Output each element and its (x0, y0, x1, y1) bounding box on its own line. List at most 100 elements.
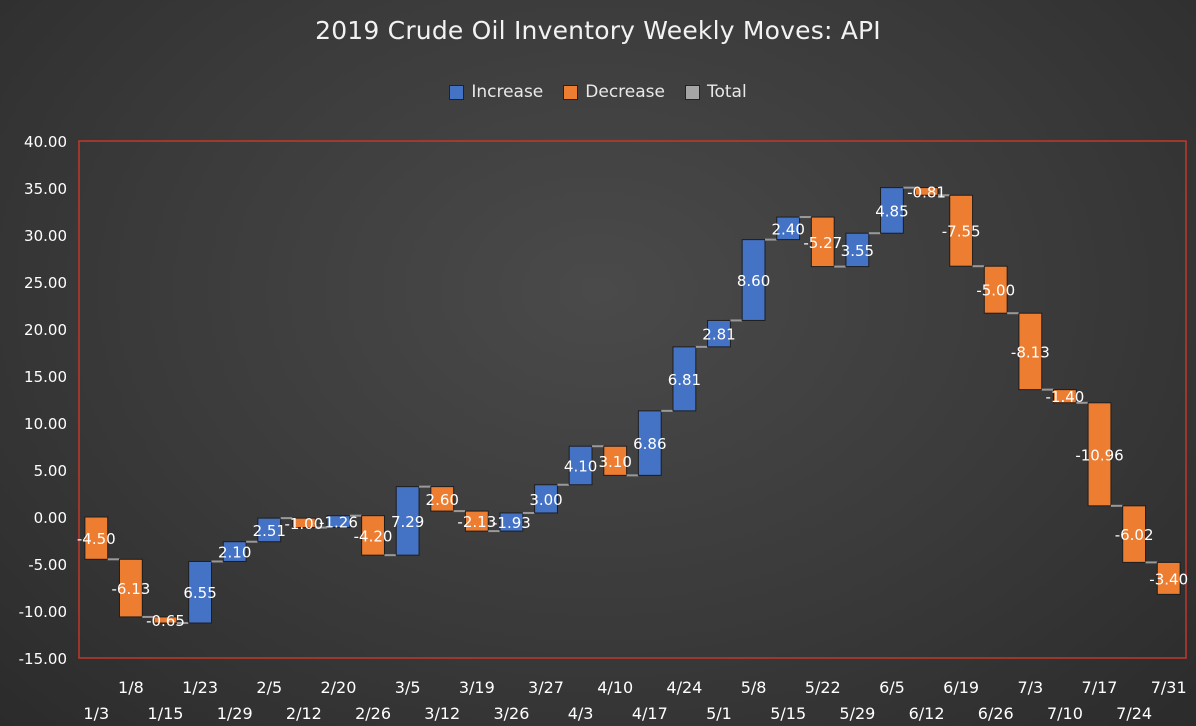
waterfall-bar (395, 486, 420, 556)
y-tick-label: -5.00 (28, 556, 67, 574)
waterfall-bar (499, 512, 524, 532)
y-tick-label: 0.00 (34, 509, 67, 527)
x-category-label: 6/5 (879, 678, 905, 697)
waterfall-bar (84, 516, 109, 560)
x-category-label: 5/1 (706, 704, 732, 723)
x-category-label: 2/12 (286, 704, 322, 723)
data-label: -3.40 (1149, 570, 1188, 588)
data-label: 2.60 (426, 491, 459, 509)
waterfall-bar (672, 346, 697, 412)
data-label: -2.13 (457, 513, 496, 531)
legend-swatch-total (684, 84, 700, 100)
x-category-label: 4/17 (632, 704, 668, 723)
data-label: -0.81 (907, 183, 946, 201)
waterfall-bar (880, 187, 904, 234)
waterfall-bar (603, 445, 628, 476)
waterfall-bar (776, 216, 801, 241)
waterfall-bar (188, 560, 212, 624)
data-label: -1.26 (319, 514, 358, 532)
waterfall-bar (326, 515, 351, 529)
plot-area-border (78, 140, 1187, 659)
waterfall-bar (741, 239, 766, 321)
legend-swatch-decrease (563, 84, 579, 100)
y-tick-label: 30.00 (24, 227, 67, 245)
x-category-label: 1/29 (217, 704, 253, 723)
x-category-label: 2/26 (355, 704, 391, 723)
data-label: 6.86 (633, 435, 666, 453)
data-label: 4.10 (564, 457, 597, 475)
data-label: 3.10 (599, 453, 632, 471)
waterfall-bar (153, 616, 178, 624)
waterfall-bar (983, 265, 1008, 314)
x-category-label: 1/23 (182, 678, 218, 697)
data-label: 2.81 (702, 326, 735, 344)
x-category-label: 5/29 (839, 704, 875, 723)
waterfall-bar (637, 410, 662, 476)
legend-label-decrease: Decrease (585, 82, 665, 102)
data-label: -1.93 (492, 514, 531, 532)
x-category-label: 3/12 (424, 704, 460, 723)
x-category-label: 5/8 (741, 678, 767, 697)
waterfall-bar (222, 541, 247, 562)
legend: Increase Decrease Total (0, 82, 1196, 102)
y-tick-label: 35.00 (24, 180, 67, 198)
x-category-label: 3/19 (459, 678, 495, 697)
waterfall-bar (464, 510, 489, 532)
waterfall-bar (845, 232, 870, 268)
x-category-label: 4/24 (666, 678, 702, 697)
x-category-label: 2/5 (256, 678, 282, 697)
x-category-label: 4/3 (568, 704, 594, 723)
data-label: -7.55 (942, 223, 981, 241)
data-label: -5.27 (803, 234, 842, 252)
x-category-label: 7/17 (1082, 678, 1118, 697)
waterfall-bar (534, 484, 558, 514)
y-tick-label: -10.00 (19, 603, 67, 621)
x-category-label: 5/15 (770, 704, 806, 723)
waterfall-bar (949, 194, 974, 267)
x-category-label: 3/26 (493, 704, 529, 723)
legend-label-total: Total (706, 82, 747, 102)
data-label: 7.29 (391, 513, 424, 531)
x-category-label: 7/24 (1116, 704, 1152, 723)
x-category-label: 4/10 (597, 678, 633, 697)
y-tick-label: -15.00 (19, 650, 67, 668)
waterfall-bar (707, 319, 731, 348)
data-label: -1.40 (1046, 388, 1085, 406)
legend-label-increase: Increase (471, 82, 544, 102)
data-label: 2.51 (253, 522, 286, 540)
waterfall-bar (1156, 561, 1181, 595)
waterfall-bar (430, 486, 455, 512)
waterfall-bar (810, 216, 835, 268)
waterfall-bar (291, 517, 316, 529)
waterfall-bar (914, 187, 939, 196)
y-tick-label: 15.00 (24, 368, 67, 386)
x-category-label: 2/20 (320, 678, 356, 697)
y-tick-label: 5.00 (34, 462, 67, 480)
waterfall-bar (257, 517, 282, 543)
y-tick-label: 10.00 (24, 415, 67, 433)
y-tick-label: 25.00 (24, 274, 67, 292)
data-label: -4.50 (77, 530, 116, 548)
waterfall-bar (1122, 505, 1147, 563)
legend-swatch-increase (449, 84, 465, 100)
waterfall-bar (361, 515, 385, 556)
y-tick-label: 20.00 (24, 321, 67, 339)
x-category-label: 1/3 (83, 704, 109, 723)
waterfall-bar (1018, 312, 1043, 391)
legend-item-total: Total (684, 82, 747, 102)
data-label: 3.00 (529, 491, 562, 509)
x-category-label: 6/12 (909, 704, 945, 723)
x-category-label: 7/10 (1047, 704, 1083, 723)
data-label: -6.13 (111, 580, 150, 598)
legend-item-decrease: Decrease (563, 82, 665, 102)
data-label: -4.20 (354, 527, 393, 545)
data-label: 3.55 (841, 242, 874, 260)
data-label: 6.55 (183, 584, 216, 602)
data-label: -6.02 (1115, 526, 1154, 544)
x-category-label: 3/5 (395, 678, 421, 697)
waterfall-bar (568, 445, 593, 486)
x-category-label: 6/26 (978, 704, 1014, 723)
y-tick-label: 40.00 (24, 133, 67, 151)
x-category-label: 7/3 (1017, 678, 1043, 697)
